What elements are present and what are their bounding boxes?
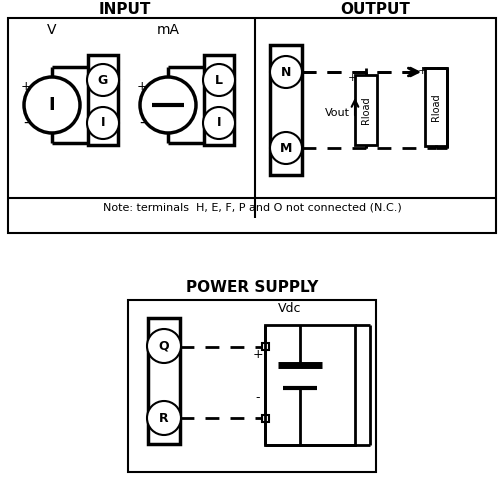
Bar xyxy=(425,68,447,146)
Text: mA: mA xyxy=(157,23,179,37)
Text: +: + xyxy=(253,348,263,361)
Text: +: + xyxy=(137,80,147,92)
Text: INPUT: INPUT xyxy=(99,2,151,17)
Circle shape xyxy=(203,107,235,139)
Text: -: - xyxy=(256,392,260,405)
Text: OUTPUT: OUTPUT xyxy=(340,2,410,17)
Circle shape xyxy=(24,77,80,133)
Circle shape xyxy=(203,64,235,96)
Text: POWER SUPPLY: POWER SUPPLY xyxy=(186,280,318,296)
Circle shape xyxy=(147,401,181,435)
Text: Rload: Rload xyxy=(361,96,371,124)
Circle shape xyxy=(87,64,119,96)
Circle shape xyxy=(140,77,196,133)
Bar xyxy=(88,55,118,145)
Text: +: + xyxy=(417,66,427,76)
Text: Vout: Vout xyxy=(325,108,350,118)
Bar xyxy=(355,75,377,145)
Text: +: + xyxy=(347,73,357,83)
Text: -: - xyxy=(139,114,145,130)
Text: I: I xyxy=(49,96,55,114)
Text: M: M xyxy=(280,142,292,155)
Bar xyxy=(8,18,496,233)
Text: G: G xyxy=(98,74,108,86)
Bar xyxy=(262,343,269,350)
Text: I: I xyxy=(101,116,105,130)
Bar xyxy=(265,325,355,445)
Circle shape xyxy=(147,329,181,363)
Text: Vdc: Vdc xyxy=(278,302,302,315)
Bar xyxy=(262,415,269,422)
Text: Q: Q xyxy=(159,339,169,352)
Text: R: R xyxy=(159,412,169,424)
Circle shape xyxy=(270,56,302,88)
Text: V: V xyxy=(47,23,57,37)
Bar xyxy=(128,300,376,472)
Text: I: I xyxy=(217,116,221,130)
Circle shape xyxy=(270,132,302,164)
Circle shape xyxy=(87,107,119,139)
Bar xyxy=(270,45,302,175)
Text: Note: terminals  H, E, F, P and O not connected (N.C.): Note: terminals H, E, F, P and O not con… xyxy=(103,203,401,213)
Text: -: - xyxy=(23,114,29,130)
Bar xyxy=(148,318,180,444)
Text: +: + xyxy=(21,80,31,92)
Text: L: L xyxy=(215,74,223,86)
Text: N: N xyxy=(281,66,291,79)
Text: Rload: Rload xyxy=(431,93,441,121)
Bar xyxy=(204,55,234,145)
